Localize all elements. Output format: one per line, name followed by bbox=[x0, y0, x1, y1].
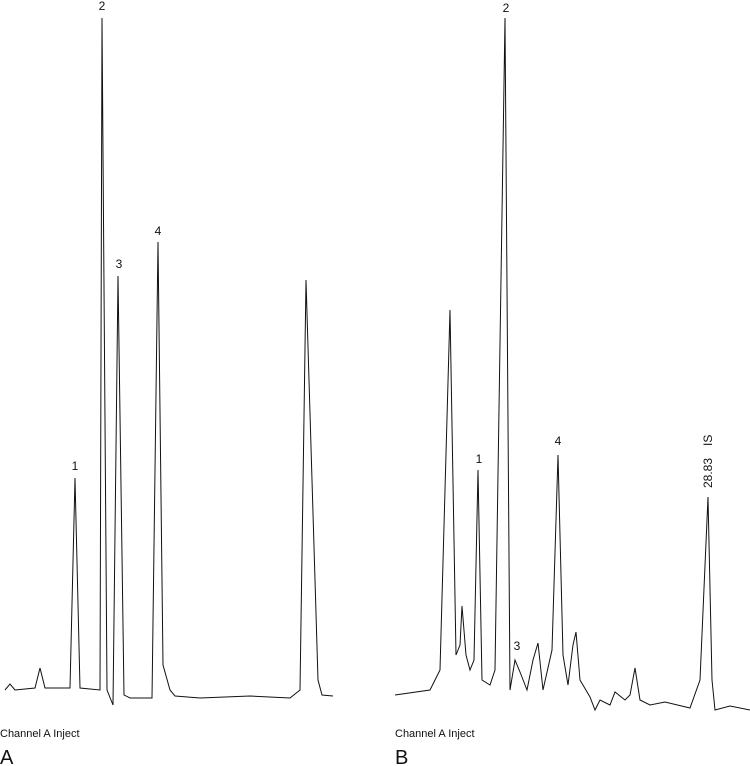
peak-label: 2 bbox=[503, 1, 510, 15]
peak-label: 4 bbox=[555, 434, 562, 448]
panel-label: B bbox=[395, 747, 408, 766]
peak-label: 1 bbox=[72, 459, 79, 473]
trace-b bbox=[394, 17, 750, 712]
panel-label: A bbox=[0, 747, 14, 766]
peak-label: 1 bbox=[476, 452, 483, 466]
peak-label: 2 bbox=[99, 0, 106, 13]
peak-label: 4 bbox=[155, 224, 162, 238]
trace-a bbox=[4, 17, 334, 706]
caption: Channel A Inject bbox=[395, 728, 475, 740]
standard-label: IS bbox=[701, 435, 715, 446]
peak-label: 3 bbox=[116, 257, 123, 271]
caption: Channel A Inject bbox=[0, 728, 80, 740]
peak-label: 3 bbox=[514, 639, 521, 653]
retention-time: 28.83 bbox=[701, 458, 715, 488]
